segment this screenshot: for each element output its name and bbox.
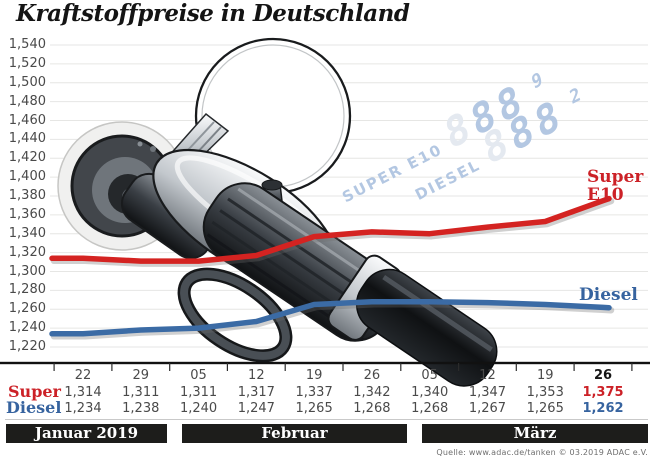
diesel-values-cell: 1,268: [353, 401, 391, 416]
y-axis-tick-label: 1,360: [8, 206, 46, 222]
legend-super-e10: Super E10: [587, 168, 643, 204]
dates-cell: 22: [74, 368, 92, 383]
legend-super-line1: Super: [587, 167, 644, 187]
dates-cell: 26: [593, 368, 613, 383]
super-values-cell: 1,375: [582, 385, 624, 400]
y-axis-tick-label: 1,460: [8, 112, 46, 128]
diesel-values-cell: 1,268: [411, 401, 449, 416]
y-axis-tick-label: 1,220: [8, 339, 46, 354]
super-values-cell: 1,317: [237, 385, 275, 400]
diesel-values-cell: 1,265: [526, 401, 564, 416]
y-axis-tick-label: 1,260: [8, 301, 46, 317]
diesel-values-cell: 1,247: [237, 401, 275, 416]
diesel-values-cell: 1,265: [295, 401, 333, 416]
diesel-values-cell: 1,267: [468, 401, 507, 416]
dates-cell: 12: [248, 368, 265, 383]
super-values-cell: 1,337: [295, 385, 333, 400]
super-values-cell: 1,347: [468, 385, 507, 400]
dates-cell: 19: [305, 368, 323, 383]
dates-cell: 19: [536, 368, 554, 383]
diesel-values-cell: 1,234: [64, 401, 102, 416]
table-bottom-rule: [5, 419, 648, 420]
page-title: Kraftstoffpreise in Deutschland: [16, 0, 410, 27]
diesel-values-cell: 1,240: [179, 401, 218, 416]
diesel-values-cell: 1,262: [582, 401, 624, 416]
super-values-cell: 1,311: [122, 385, 160, 400]
legend-diesel-text: Diesel: [579, 285, 638, 305]
y-axis-tick-label: 1,280: [8, 282, 46, 298]
y-axis-tick-label: 1,540: [8, 37, 46, 52]
y-axis-tick-label: 1,500: [8, 74, 46, 90]
y-axis-tick-label: 1,340: [8, 225, 46, 241]
dates-cell: 05: [421, 368, 438, 383]
super-values-cell: 1,314: [64, 385, 102, 400]
dates-cell: 12: [479, 368, 496, 383]
y-axis-tick-label: 1,440: [8, 131, 46, 147]
y-axis-tick-label: 1,300: [8, 263, 46, 279]
y-axis-tick-label: 1,380: [8, 188, 46, 203]
dates-cell: 26: [363, 368, 381, 383]
legend-super-line2: E10: [587, 185, 624, 205]
y-axis-tick-label: 1,320: [8, 244, 46, 260]
month-bar: März: [422, 424, 648, 443]
source-credit: Quelle: www.adac.de/tanken © 03.2019 ADA…: [436, 448, 648, 457]
trigger-guard: [177, 267, 293, 363]
y-axis-tick-label: 1,400: [8, 169, 46, 185]
y-axis-tick-label: 1,420: [8, 150, 46, 166]
super-values-cell: 1,342: [353, 385, 391, 400]
super-values-cell: 1,340: [411, 385, 449, 400]
super-values-cell: 1,311: [179, 385, 218, 400]
super-values-cell: 1,353: [526, 385, 564, 400]
dates-cell: 05: [190, 368, 207, 383]
legend-diesel: Diesel: [579, 286, 638, 304]
month-bar: Februar: [182, 424, 407, 443]
y-axis-tick-label: 1,520: [8, 55, 46, 71]
y-axis-tick-label: 1,240: [8, 320, 46, 336]
row-label-super: Super: [8, 382, 61, 401]
row-label-diesel: Diesel: [6, 398, 62, 417]
month-bar: Januar 2019: [6, 424, 167, 443]
diesel-values-cell: 1,238: [122, 401, 160, 416]
dates-cell: 29: [132, 368, 150, 383]
y-axis-tick-label: 1,480: [8, 93, 46, 109]
